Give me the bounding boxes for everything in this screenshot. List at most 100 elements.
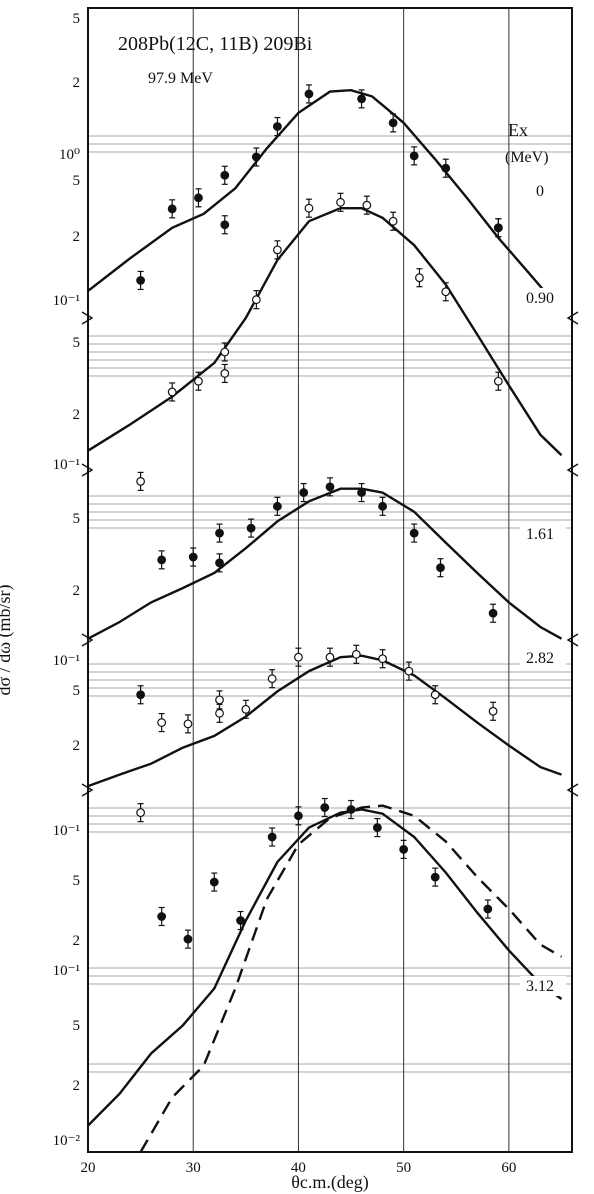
state-label: 3.12: [526, 978, 554, 995]
axis-break-right: [566, 463, 579, 477]
panel-layer: 0 0.90 1.61 2.82 3.12: [87, 84, 566, 1153]
x-tick-label: 40: [291, 1160, 306, 1176]
data-point-filled: [357, 94, 366, 104]
state-label: 0: [536, 183, 544, 200]
data-point-open: [241, 704, 251, 714]
axis-break-right: [566, 783, 579, 797]
axis-break-left: [81, 783, 94, 797]
data-point-filled: [272, 122, 282, 131]
y-tick-label: 2: [73, 933, 81, 949]
data-point-filled: [325, 482, 335, 492]
y-tick-label: 10⁻¹: [53, 653, 80, 669]
data-point-open: [388, 216, 398, 226]
data-point-filled: [409, 151, 419, 161]
y-tick-label: 5: [73, 511, 81, 527]
data-point-filled: [157, 912, 167, 921]
state-label-bg: [520, 976, 566, 996]
plot-frame: [87, 7, 573, 1153]
data-point-open: [194, 376, 203, 386]
data-point-open: [183, 719, 193, 729]
data-point-open: [336, 197, 345, 207]
data-point-filled: [346, 805, 356, 814]
theory-curve: [87, 207, 563, 457]
y-tick-label: 2: [73, 407, 81, 423]
y-tick-label: 5: [73, 873, 81, 889]
data-point-open: [304, 203, 314, 213]
data-point-open: [220, 347, 230, 357]
theory-curve: [87, 487, 563, 640]
data-point-open: [215, 695, 224, 705]
reaction-title: 208Pb(12C, 11B) 209Bi: [118, 33, 313, 55]
theory-curve-dashed: [139, 804, 563, 1153]
data-point-filled: [409, 528, 419, 538]
data-point-filled: [430, 872, 440, 882]
state-label: 2.82: [526, 650, 554, 667]
data-point-filled: [483, 904, 493, 914]
data-point-filled: [436, 563, 445, 573]
theory-curve: [87, 808, 563, 1127]
data-point-open: [415, 273, 424, 283]
frame-layer: [87, 7, 573, 1153]
data-point-filled: [399, 844, 409, 854]
data-point-open: [220, 369, 230, 378]
data-point-filled: [378, 501, 388, 511]
data-point-filled: [441, 163, 451, 173]
data-point-open: [351, 649, 361, 659]
axis-break-right: [566, 633, 579, 647]
y-axis-label: dσ / dω (mb/sr): [0, 584, 15, 695]
data-point-filled: [299, 488, 309, 497]
data-point-filled: [372, 823, 382, 832]
data-point-filled: [136, 690, 146, 700]
data-point-filled: [220, 170, 230, 180]
data-point-open: [157, 718, 167, 727]
data-point-open: [493, 376, 503, 386]
data-point-filled: [220, 220, 230, 230]
ex-unit: (MeV): [505, 149, 549, 166]
data-point-open: [404, 666, 414, 676]
y-tick-label: 5: [73, 335, 81, 351]
data-point-filled: [136, 276, 146, 285]
data-point-filled: [488, 608, 498, 618]
data-point-filled: [215, 528, 224, 538]
axis-break-left: [81, 463, 94, 477]
data-point-open: [441, 287, 451, 297]
state-label-bg: [520, 524, 566, 544]
y-tick-label: 5: [73, 683, 81, 699]
x-tick-label: 50: [396, 1160, 411, 1176]
data-point-open: [136, 808, 146, 818]
y-tick-label: 10⁻²: [53, 1133, 81, 1149]
data-point-filled: [246, 523, 256, 533]
axis-break-right: [566, 311, 579, 325]
data-point-open: [251, 295, 261, 305]
data-point-filled: [388, 118, 398, 128]
state-label: 0.90: [526, 290, 554, 307]
x-tick-label: 60: [501, 1160, 516, 1176]
data-point-filled: [167, 204, 177, 214]
data-point-open: [167, 387, 177, 397]
y-tick-label: 10⁻¹: [53, 823, 80, 839]
grid-layer: [81, 8, 579, 1152]
y-tick-label: 5: [73, 1018, 81, 1034]
data-point-filled: [357, 488, 366, 497]
data-point-filled: [493, 223, 503, 233]
theory-curve: [87, 654, 562, 788]
data-point-open: [488, 706, 498, 716]
data-point-open: [136, 477, 146, 486]
data-point-open: [215, 708, 224, 718]
y-tick-label: 2: [73, 1078, 81, 1094]
data-point-filled: [294, 811, 303, 821]
y-tick-label: 10⁰: [59, 147, 80, 163]
data-point-filled: [236, 916, 245, 925]
data-point-filled: [194, 193, 203, 203]
data-point-filled: [188, 552, 198, 562]
panel-0: 0: [87, 84, 566, 300]
data-point-open: [362, 200, 372, 210]
y-tick-label: 10⁻¹: [53, 293, 80, 309]
data-point-filled: [215, 558, 224, 568]
state-label-bg: [520, 648, 566, 668]
data-point-open: [325, 652, 335, 662]
data-point-filled: [251, 152, 261, 162]
state-label-bg: [520, 288, 566, 308]
data-point-filled: [183, 934, 193, 944]
